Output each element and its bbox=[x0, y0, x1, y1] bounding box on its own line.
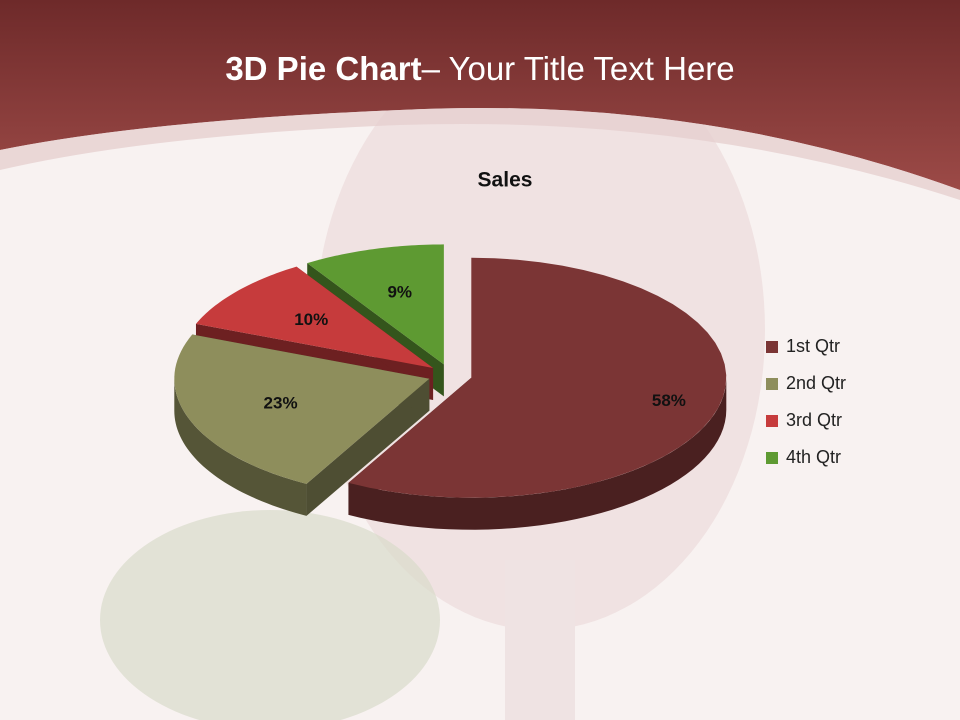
legend-swatch bbox=[766, 452, 778, 464]
legend-swatch bbox=[766, 415, 778, 427]
slide-title-rest: – Your Title Text Here bbox=[422, 50, 735, 87]
chart-title: Sales bbox=[478, 169, 533, 192]
pie-slice bbox=[348, 257, 727, 498]
pie-slice bbox=[174, 334, 430, 484]
header-band bbox=[0, 0, 960, 190]
legend-label: 2nd Qtr bbox=[786, 373, 846, 393]
legend-swatch bbox=[766, 378, 778, 390]
slice-wall bbox=[348, 377, 727, 530]
data-label: 10% bbox=[294, 310, 328, 329]
data-label: 9% bbox=[387, 282, 412, 301]
header-swoosh bbox=[0, 107, 960, 200]
legend-label: 1st Qtr bbox=[786, 336, 840, 356]
slide-title: 3D Pie Chart– Your Title Text Here bbox=[225, 50, 734, 87]
slide-title-bold: 3D Pie Chart bbox=[225, 50, 421, 87]
legend-label: 4th Qtr bbox=[786, 447, 841, 467]
legend-label: 3rd Qtr bbox=[786, 410, 842, 430]
slice-wall bbox=[174, 378, 307, 516]
glass-stem bbox=[505, 560, 575, 720]
data-label: 23% bbox=[264, 393, 298, 412]
pie-slice bbox=[307, 244, 444, 365]
legend-swatch bbox=[766, 341, 778, 353]
slice-side bbox=[306, 378, 430, 516]
pie-slice bbox=[195, 266, 434, 368]
leaf-decoration bbox=[100, 510, 440, 720]
data-label: 58% bbox=[652, 391, 686, 410]
